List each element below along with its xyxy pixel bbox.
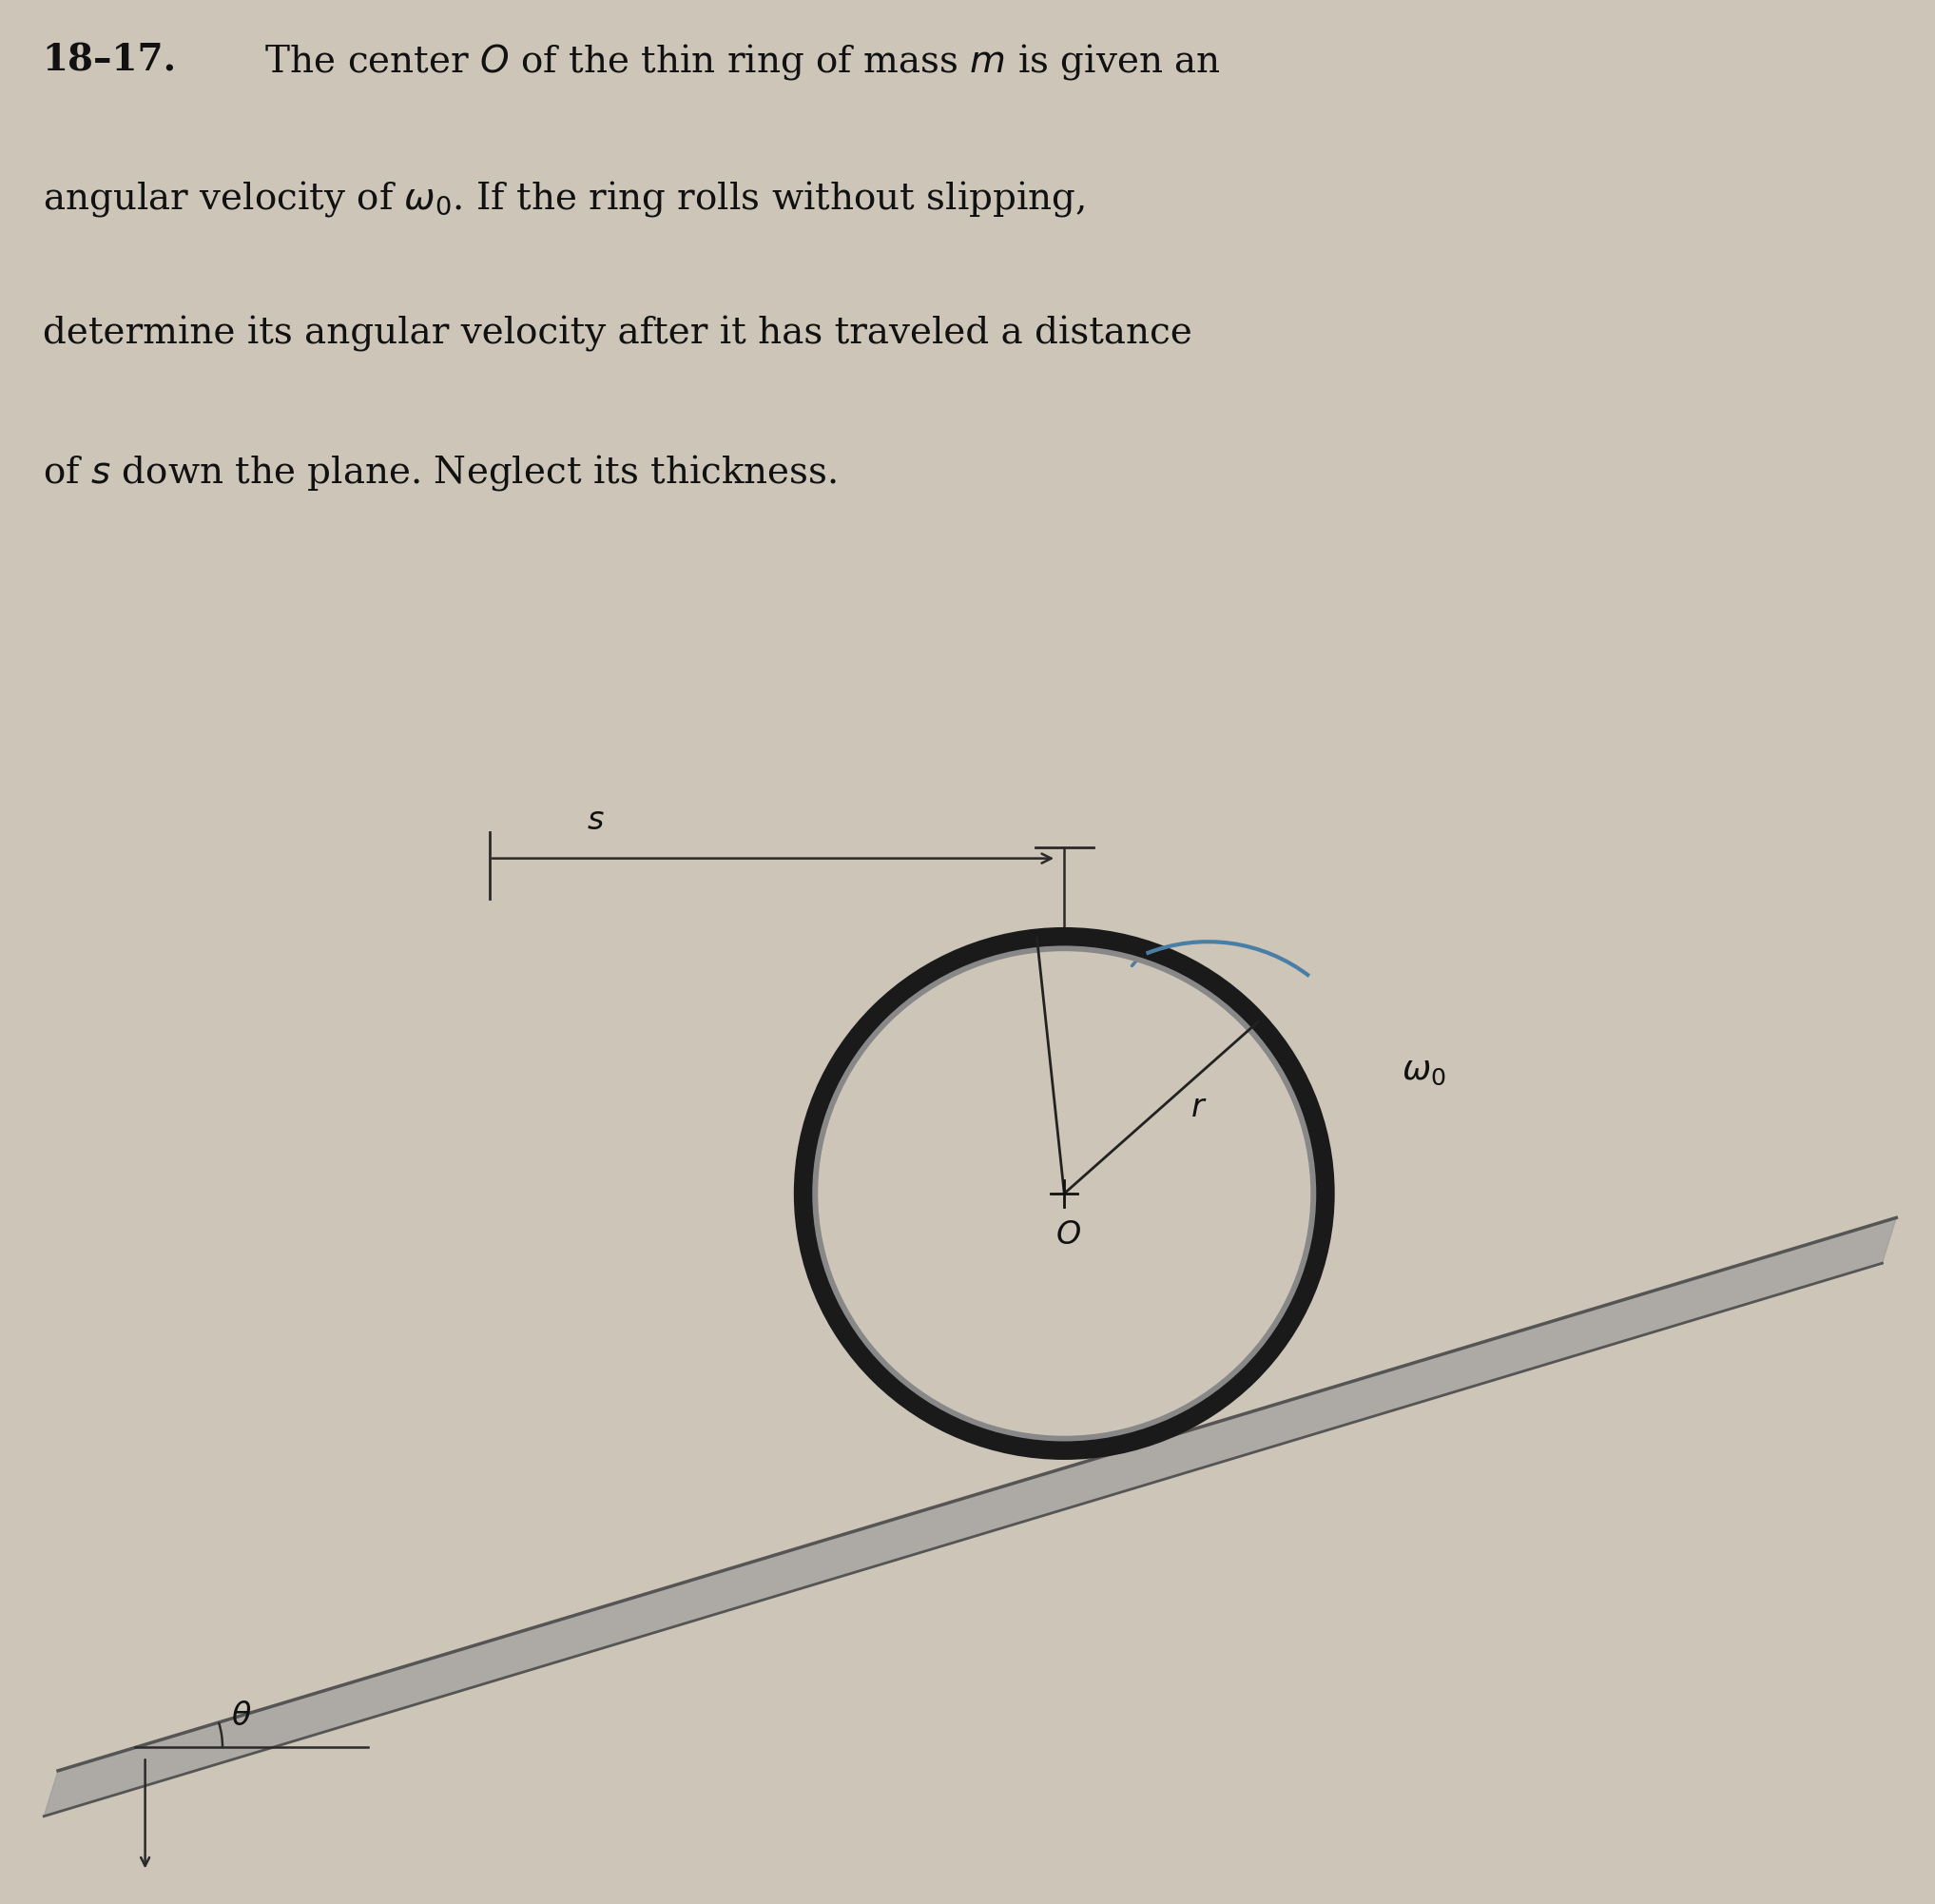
Text: 18–17.: 18–17. bbox=[43, 42, 176, 78]
Text: The center $O$ of the thin ring of mass $m$ is given an: The center $O$ of the thin ring of mass … bbox=[242, 42, 1221, 82]
Text: $r$: $r$ bbox=[1190, 1093, 1207, 1123]
Text: $O$: $O$ bbox=[1055, 1220, 1082, 1251]
Text: determine its angular velocity after it has traveled a distance: determine its angular velocity after it … bbox=[43, 316, 1192, 352]
Text: $\omega_0$: $\omega_0$ bbox=[1401, 1055, 1445, 1087]
Text: $\theta$: $\theta$ bbox=[232, 1702, 252, 1733]
Text: of $s$ down the plane. Neglect its thickness.: of $s$ down the plane. Neglect its thick… bbox=[43, 453, 838, 493]
Text: angular velocity of $\omega_0$. If the ring rolls without slipping,: angular velocity of $\omega_0$. If the r… bbox=[43, 179, 1086, 219]
Text: $s$: $s$ bbox=[586, 805, 604, 836]
Polygon shape bbox=[45, 1219, 1896, 1816]
